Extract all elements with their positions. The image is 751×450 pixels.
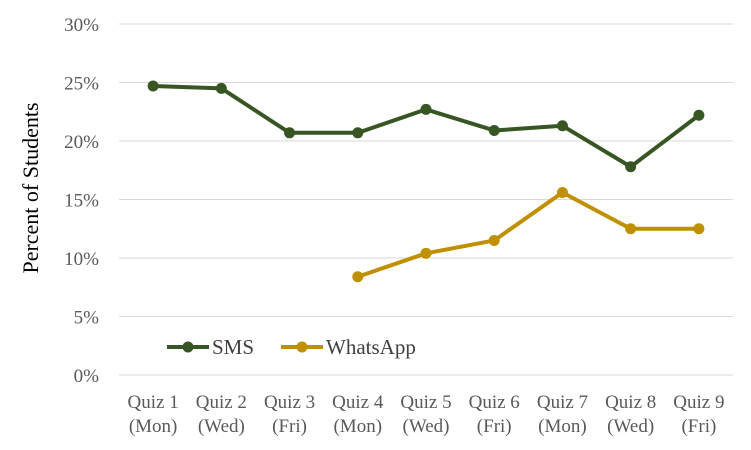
data-point bbox=[352, 127, 364, 139]
data-point bbox=[215, 82, 227, 94]
legend-label: WhatsApp bbox=[326, 335, 416, 359]
data-point bbox=[147, 80, 159, 92]
y-axis-ticks: 0% 5% 10% 15% 20% 25% 30% bbox=[64, 15, 99, 387]
series-line bbox=[355, 190, 701, 279]
y-tick-label: 15% bbox=[64, 191, 99, 212]
legend-swatch-marker bbox=[182, 341, 194, 353]
series-line bbox=[151, 84, 701, 169]
y-tick-label: 10% bbox=[64, 249, 99, 270]
series-sms bbox=[147, 80, 705, 173]
y-axis-title: Percent of Students bbox=[18, 102, 43, 273]
legend-label: SMS bbox=[212, 335, 254, 359]
y-tick-label: 20% bbox=[64, 132, 99, 153]
x-axis-ticks: Quiz 1 (Mon) Quiz 2 (Wed) Quiz 3 (Fri) Quiz 4(… bbox=[128, 392, 725, 437]
x-tick-label: Quiz 2 (Wed) bbox=[196, 392, 247, 437]
data-point bbox=[556, 120, 568, 132]
x-tick-label: Quiz 6 (Fri) bbox=[469, 392, 520, 437]
legend-swatch-marker bbox=[296, 341, 308, 353]
gridlines bbox=[119, 23, 733, 376]
data-point bbox=[488, 234, 500, 246]
y-tick-label: 5% bbox=[74, 308, 100, 329]
legend: SMS WhatsApp bbox=[167, 335, 416, 359]
y-tick-label: 0% bbox=[74, 366, 100, 387]
x-tick-label: Quiz 5 (Wed) bbox=[400, 392, 451, 437]
series-whatsapp bbox=[352, 186, 705, 283]
data-point bbox=[693, 109, 705, 121]
series-lines bbox=[147, 80, 705, 283]
legend-item-sms: SMS bbox=[167, 335, 254, 359]
x-tick-label: Quiz 1 (Mon) bbox=[128, 392, 179, 437]
x-tick-label: Quiz 7 (Mon) bbox=[537, 392, 588, 437]
y-tick-label: 25% bbox=[64, 74, 99, 95]
data-point bbox=[693, 223, 705, 235]
x-tick-label: Quiz 9 (Fri) bbox=[673, 392, 724, 437]
data-point bbox=[625, 223, 637, 235]
data-point bbox=[420, 103, 432, 115]
y-tick-label: 30% bbox=[64, 15, 99, 36]
x-tick-label: Quiz 3 (Fri) bbox=[264, 392, 315, 437]
data-point bbox=[556, 186, 568, 198]
legend-item-whatsapp: WhatsApp bbox=[281, 335, 416, 359]
data-point bbox=[352, 271, 364, 283]
data-point bbox=[284, 127, 296, 139]
data-point bbox=[488, 124, 500, 136]
x-tick-label: Quiz 4 (Mon) bbox=[332, 392, 384, 437]
data-point bbox=[420, 247, 432, 259]
data-point bbox=[625, 161, 637, 173]
x-tick-label: Quiz 8 (Wed) bbox=[605, 392, 656, 437]
